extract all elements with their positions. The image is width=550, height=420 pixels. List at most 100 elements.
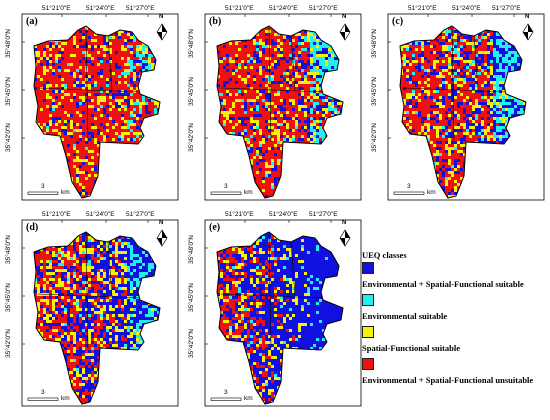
latitude-label: 35°45'0"N <box>4 283 12 312</box>
longitude-label: 51°27'0"E <box>309 5 338 12</box>
longitude-label: 51°21'0"E <box>225 5 254 12</box>
map-graphic <box>387 13 545 201</box>
district-boundary <box>290 241 296 297</box>
north-letter: N <box>159 220 164 226</box>
legend-swatch-yellow <box>362 326 374 338</box>
longitude-label: 51°24'0"E <box>269 211 298 218</box>
map-panel: (b) 51°21'0"E 51°24'0"E 51°27'0"E 35°48'0"N 3… <box>187 5 363 202</box>
map-panel: (d) 51°21'0"E 51°24'0"E 51°27'0"E 35°48'0"N 3… <box>4 211 180 408</box>
district-boundary <box>107 35 113 91</box>
legend-label: Spatial-Functional suitable <box>362 343 461 353</box>
longitude-label: 51°27'0"E <box>492 5 521 12</box>
north-arrow-icon <box>339 229 351 247</box>
district-boundary <box>403 87 507 93</box>
study-area-boundary <box>33 25 161 199</box>
north-arrow-icon <box>522 23 534 41</box>
legend-item-unsuitable: Environmental + Spatial-Functional unsui… <box>360 358 550 388</box>
scale-number: 3 <box>41 183 45 190</box>
map-panel: (c) 51°21'0"E 51°24'0"E 51°27'0"E 35°48'0"N 3… <box>370 5 546 202</box>
district-boundary <box>85 27 89 143</box>
study-area-boundary <box>33 231 161 405</box>
latitude-label: 35°45'0"N <box>370 77 378 106</box>
latitude-label: 35°48'0"N <box>4 29 12 58</box>
legend-swatch-blue <box>362 262 374 274</box>
scale-bar <box>210 397 242 401</box>
map-graphic <box>204 219 362 407</box>
scale-unit: km <box>427 189 436 196</box>
latitude-label: 35°48'0"N <box>4 235 12 264</box>
longitude-label: 51°27'0"E <box>309 211 338 218</box>
scale-bar <box>210 191 242 195</box>
legend-label: Environmental + Spatial-Functional unsui… <box>362 375 534 385</box>
longitude-label: 51°27'0"E <box>126 211 155 218</box>
scale-bar <box>27 191 59 195</box>
district-boundary <box>37 87 141 93</box>
north-arrow-icon <box>156 23 168 41</box>
scale-bar <box>27 397 59 401</box>
north-letter: N <box>342 220 347 226</box>
legend-item-env-spatial-suitable: Environmental + Spatial-Functional suita… <box>360 262 550 292</box>
scale-unit: km <box>244 395 253 402</box>
map-graphic <box>21 219 179 407</box>
district-boundary <box>268 233 272 349</box>
north-arrow-icon <box>339 23 351 41</box>
latitude-label: 35°42'0"N <box>4 123 12 152</box>
legend-swatch-cyan <box>362 294 374 306</box>
scale-number: 3 <box>224 389 228 396</box>
legend-label: Environmental + Spatial-Functional suita… <box>362 279 524 289</box>
district-boundary <box>290 35 296 91</box>
panel-label: (e) <box>209 222 221 233</box>
longitude-label: 51°24'0"E <box>452 5 481 12</box>
legend-item-spatial-suitable: Spatial-Functional suitable <box>360 326 550 356</box>
panel-label: (d) <box>26 222 39 233</box>
map-panel: (e) 51°21'0"E 51°24'0"E 51°27'0"E 35°48'0"N 3… <box>187 211 363 408</box>
legend-title: UEQ classes <box>362 250 407 260</box>
longitude-label: 51°21'0"E <box>42 211 71 218</box>
panel-label: (b) <box>209 16 222 27</box>
district-boundary <box>107 241 113 297</box>
latitude-label: 35°42'0"N <box>187 329 195 358</box>
scale-unit: km <box>61 395 70 402</box>
district-boundary <box>451 27 455 143</box>
scale-bar <box>393 191 425 195</box>
map-graphic <box>204 13 362 201</box>
district-boundary <box>220 87 324 93</box>
district-boundary <box>473 35 479 91</box>
legend-swatch-red <box>362 358 374 370</box>
scale-number: 3 <box>407 183 411 190</box>
latitude-label: 35°48'0"N <box>370 29 378 58</box>
district-boundary <box>268 27 272 143</box>
panel-label: (c) <box>392 16 404 27</box>
district-boundary <box>220 293 324 299</box>
panel-label: (a) <box>26 16 38 27</box>
map-panel: (a) 51°21'0"E 51°24'0"E 51°27'0"E 35°48'0"N 3… <box>4 5 180 202</box>
scale-number: 3 <box>224 183 228 190</box>
latitude-label: 35°48'0"N <box>187 235 195 264</box>
scale-number: 3 <box>41 389 45 396</box>
north-letter: N <box>342 14 347 20</box>
latitude-label: 35°48'0"N <box>187 29 195 58</box>
district-boundary <box>85 233 89 349</box>
latitude-label: 35°45'0"N <box>4 77 12 106</box>
longitude-label: 51°27'0"E <box>126 5 155 12</box>
north-letter: N <box>525 14 530 20</box>
latitude-label: 35°42'0"N <box>4 329 12 358</box>
north-arrow-icon <box>156 229 168 247</box>
study-area-boundary <box>399 25 527 199</box>
legend-item-env-suitable: Environmental suitable <box>360 294 550 324</box>
district-boundary <box>37 293 141 299</box>
latitude-label: 35°45'0"N <box>187 283 195 312</box>
north-letter: N <box>159 14 164 20</box>
study-area-boundary <box>216 25 344 199</box>
latitude-label: 35°42'0"N <box>370 123 378 152</box>
longitude-label: 51°24'0"E <box>269 5 298 12</box>
longitude-label: 51°21'0"E <box>42 5 71 12</box>
longitude-label: 51°21'0"E <box>408 5 437 12</box>
longitude-label: 51°24'0"E <box>86 211 115 218</box>
latitude-label: 35°45'0"N <box>187 77 195 106</box>
latitude-label: 35°42'0"N <box>187 123 195 152</box>
map-graphic <box>21 13 179 201</box>
longitude-label: 51°21'0"E <box>225 211 254 218</box>
study-area-boundary <box>216 231 344 405</box>
longitude-label: 51°24'0"E <box>86 5 115 12</box>
